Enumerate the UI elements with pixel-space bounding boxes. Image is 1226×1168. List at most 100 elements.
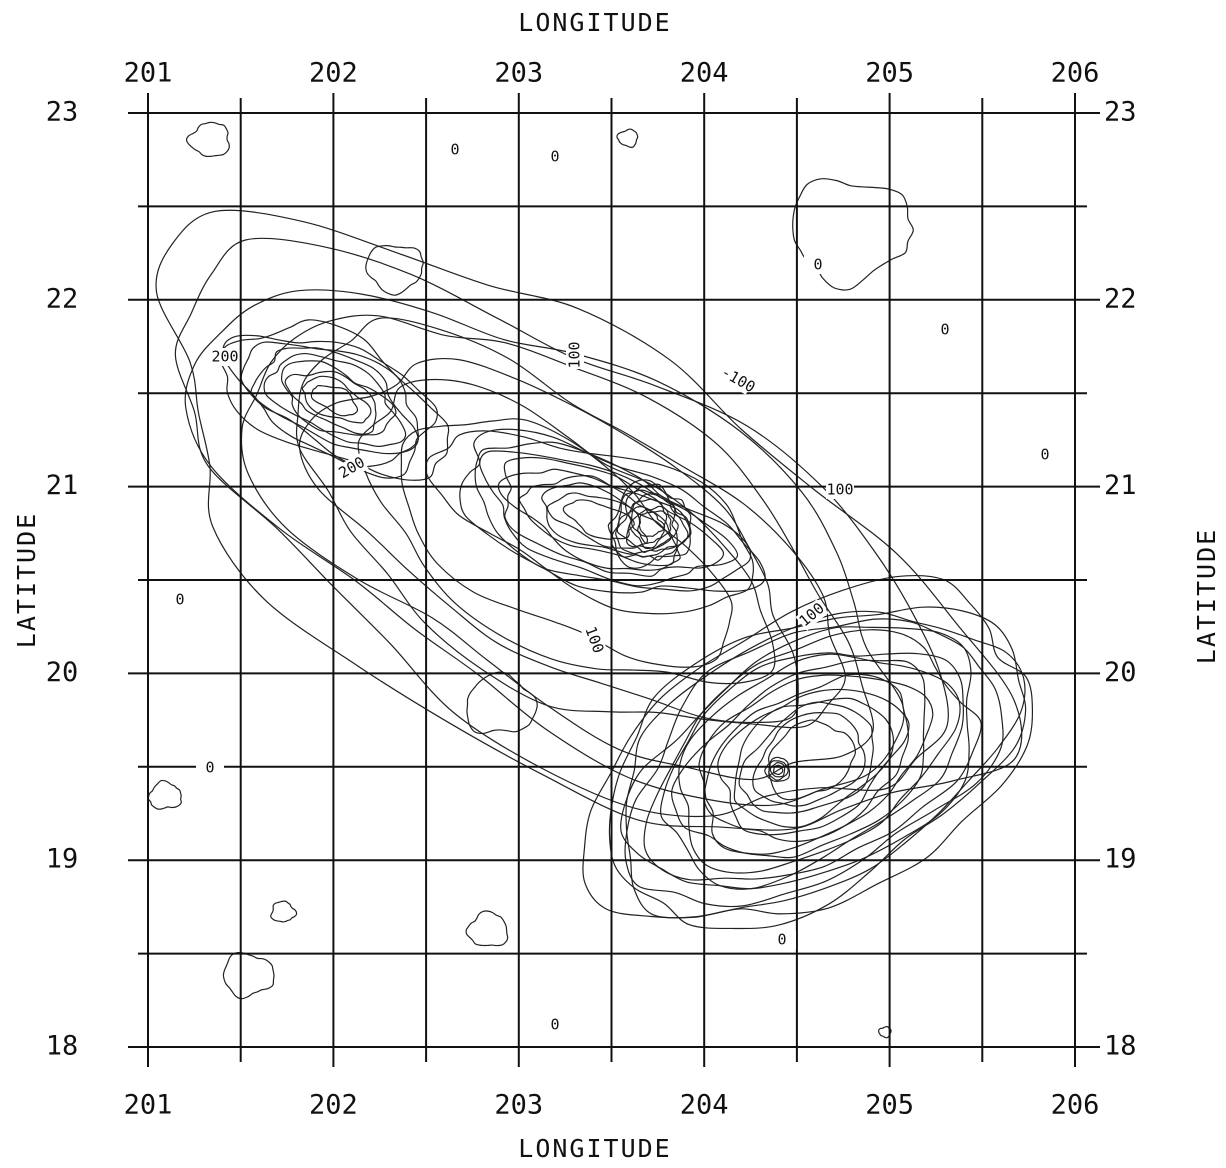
contour-line [764,756,791,782]
contour-label-bg [541,1016,569,1034]
x-tick-label: 205 [865,1090,914,1121]
contour-line [284,370,377,435]
y-tick-label: 21 [1104,470,1137,501]
contour-line [643,629,982,881]
y-tick-label: 23 [1104,97,1137,128]
x-tick-label: 204 [680,58,729,89]
contour-line [184,289,905,807]
contour-label: 0 [175,591,184,609]
contour-line [250,347,419,455]
contour-line [155,209,1023,831]
y-tick-label: 22 [46,283,79,314]
contour-line [298,357,799,724]
contour-line [608,606,1027,930]
contour-line [620,626,972,890]
contour-label: 0 [205,759,214,777]
contour-line [768,760,789,781]
contour-line [263,352,407,448]
contour-line [717,688,910,836]
contour-line [185,121,230,158]
top-axis-title: LONGITUDE [518,8,671,37]
x-tick-label: 203 [494,58,543,89]
contour-line [767,719,856,801]
contour-label: 0 [450,141,459,159]
contour-label: 0 [550,148,559,166]
x-tick-label: 201 [124,1090,173,1121]
contour-label: 100 [566,341,584,368]
x-tick-label: 206 [1051,58,1100,89]
y-tick-label: 20 [1104,657,1137,688]
contour-line [479,450,739,587]
contour-line [270,900,298,923]
contour-line [671,659,926,859]
contour-line [295,317,846,729]
contour-label: 200 [211,348,238,366]
contour-line [752,712,866,807]
x-tick-label: 201 [124,58,173,89]
contour-label-bg [166,591,194,609]
contour-line [562,499,635,540]
x-tick-label: 202 [309,58,358,89]
contour-label: 100 [581,624,607,656]
contour-line [147,779,182,810]
contour-line [466,671,538,734]
right-axis-title: LATITUDE [1192,528,1221,664]
contour-label-bg [826,481,854,499]
contour-label-bg [768,931,796,949]
x-tick-label: 202 [309,1090,358,1121]
contour-line [459,428,766,594]
contour-label-bg [795,599,829,631]
x-tick-label: 203 [494,1090,543,1121]
contour-line [769,762,786,778]
contour-label-bg [541,148,569,166]
contour-line [365,245,424,296]
contour-line [465,910,509,947]
contour-line [629,505,672,550]
contour-line [631,508,668,544]
contour-line [280,360,397,436]
left-axis-title: LATITUDE [12,512,41,648]
contour-label-bg [1031,446,1059,464]
contour-line [733,697,895,828]
contour-label-bg [566,341,584,369]
contour-line [222,334,438,479]
contour-line [792,178,914,291]
y-tick-label: 18 [46,1031,79,1062]
contour-label-bg [721,365,755,395]
x-tick-label: 206 [1051,1090,1100,1121]
contour-line [637,511,666,537]
contour-line [310,385,359,417]
contour-label-bg [196,759,224,777]
contour-line [625,610,1026,919]
contour-label: 0 [550,1016,559,1034]
y-tick-label: 22 [1104,283,1137,314]
contour-label: 0 [777,931,786,949]
contour-line [878,1025,892,1039]
x-tick-label: 204 [680,1090,729,1121]
contour-label: 0 [940,321,949,339]
contour-label-bg [580,623,608,657]
contour-line [738,701,874,814]
y-tick-label: 23 [46,97,79,128]
contour-label: 0 [813,256,822,274]
y-tick-label: 18 [1104,1031,1137,1062]
contour-line [582,574,1034,919]
contour-line [698,674,934,855]
contour-label-bg [211,348,239,366]
bottom-axis-title: LONGITUDE [518,1134,671,1163]
x-tick-label: 205 [865,58,914,89]
contour-label: 0 [1040,446,1049,464]
contour-label-bg [335,453,369,483]
contour-label-bg [804,256,832,274]
y-tick-label: 19 [1104,844,1137,875]
contour-line [659,652,964,890]
contour-line [678,653,961,874]
contour-label-bg [441,141,469,159]
contour-line [240,314,874,781]
contour-line [615,489,689,558]
contour-label: -100 [718,363,758,397]
contour-line [616,128,639,148]
y-tick-label: 21 [46,470,79,501]
y-tick-label: 19 [46,844,79,875]
